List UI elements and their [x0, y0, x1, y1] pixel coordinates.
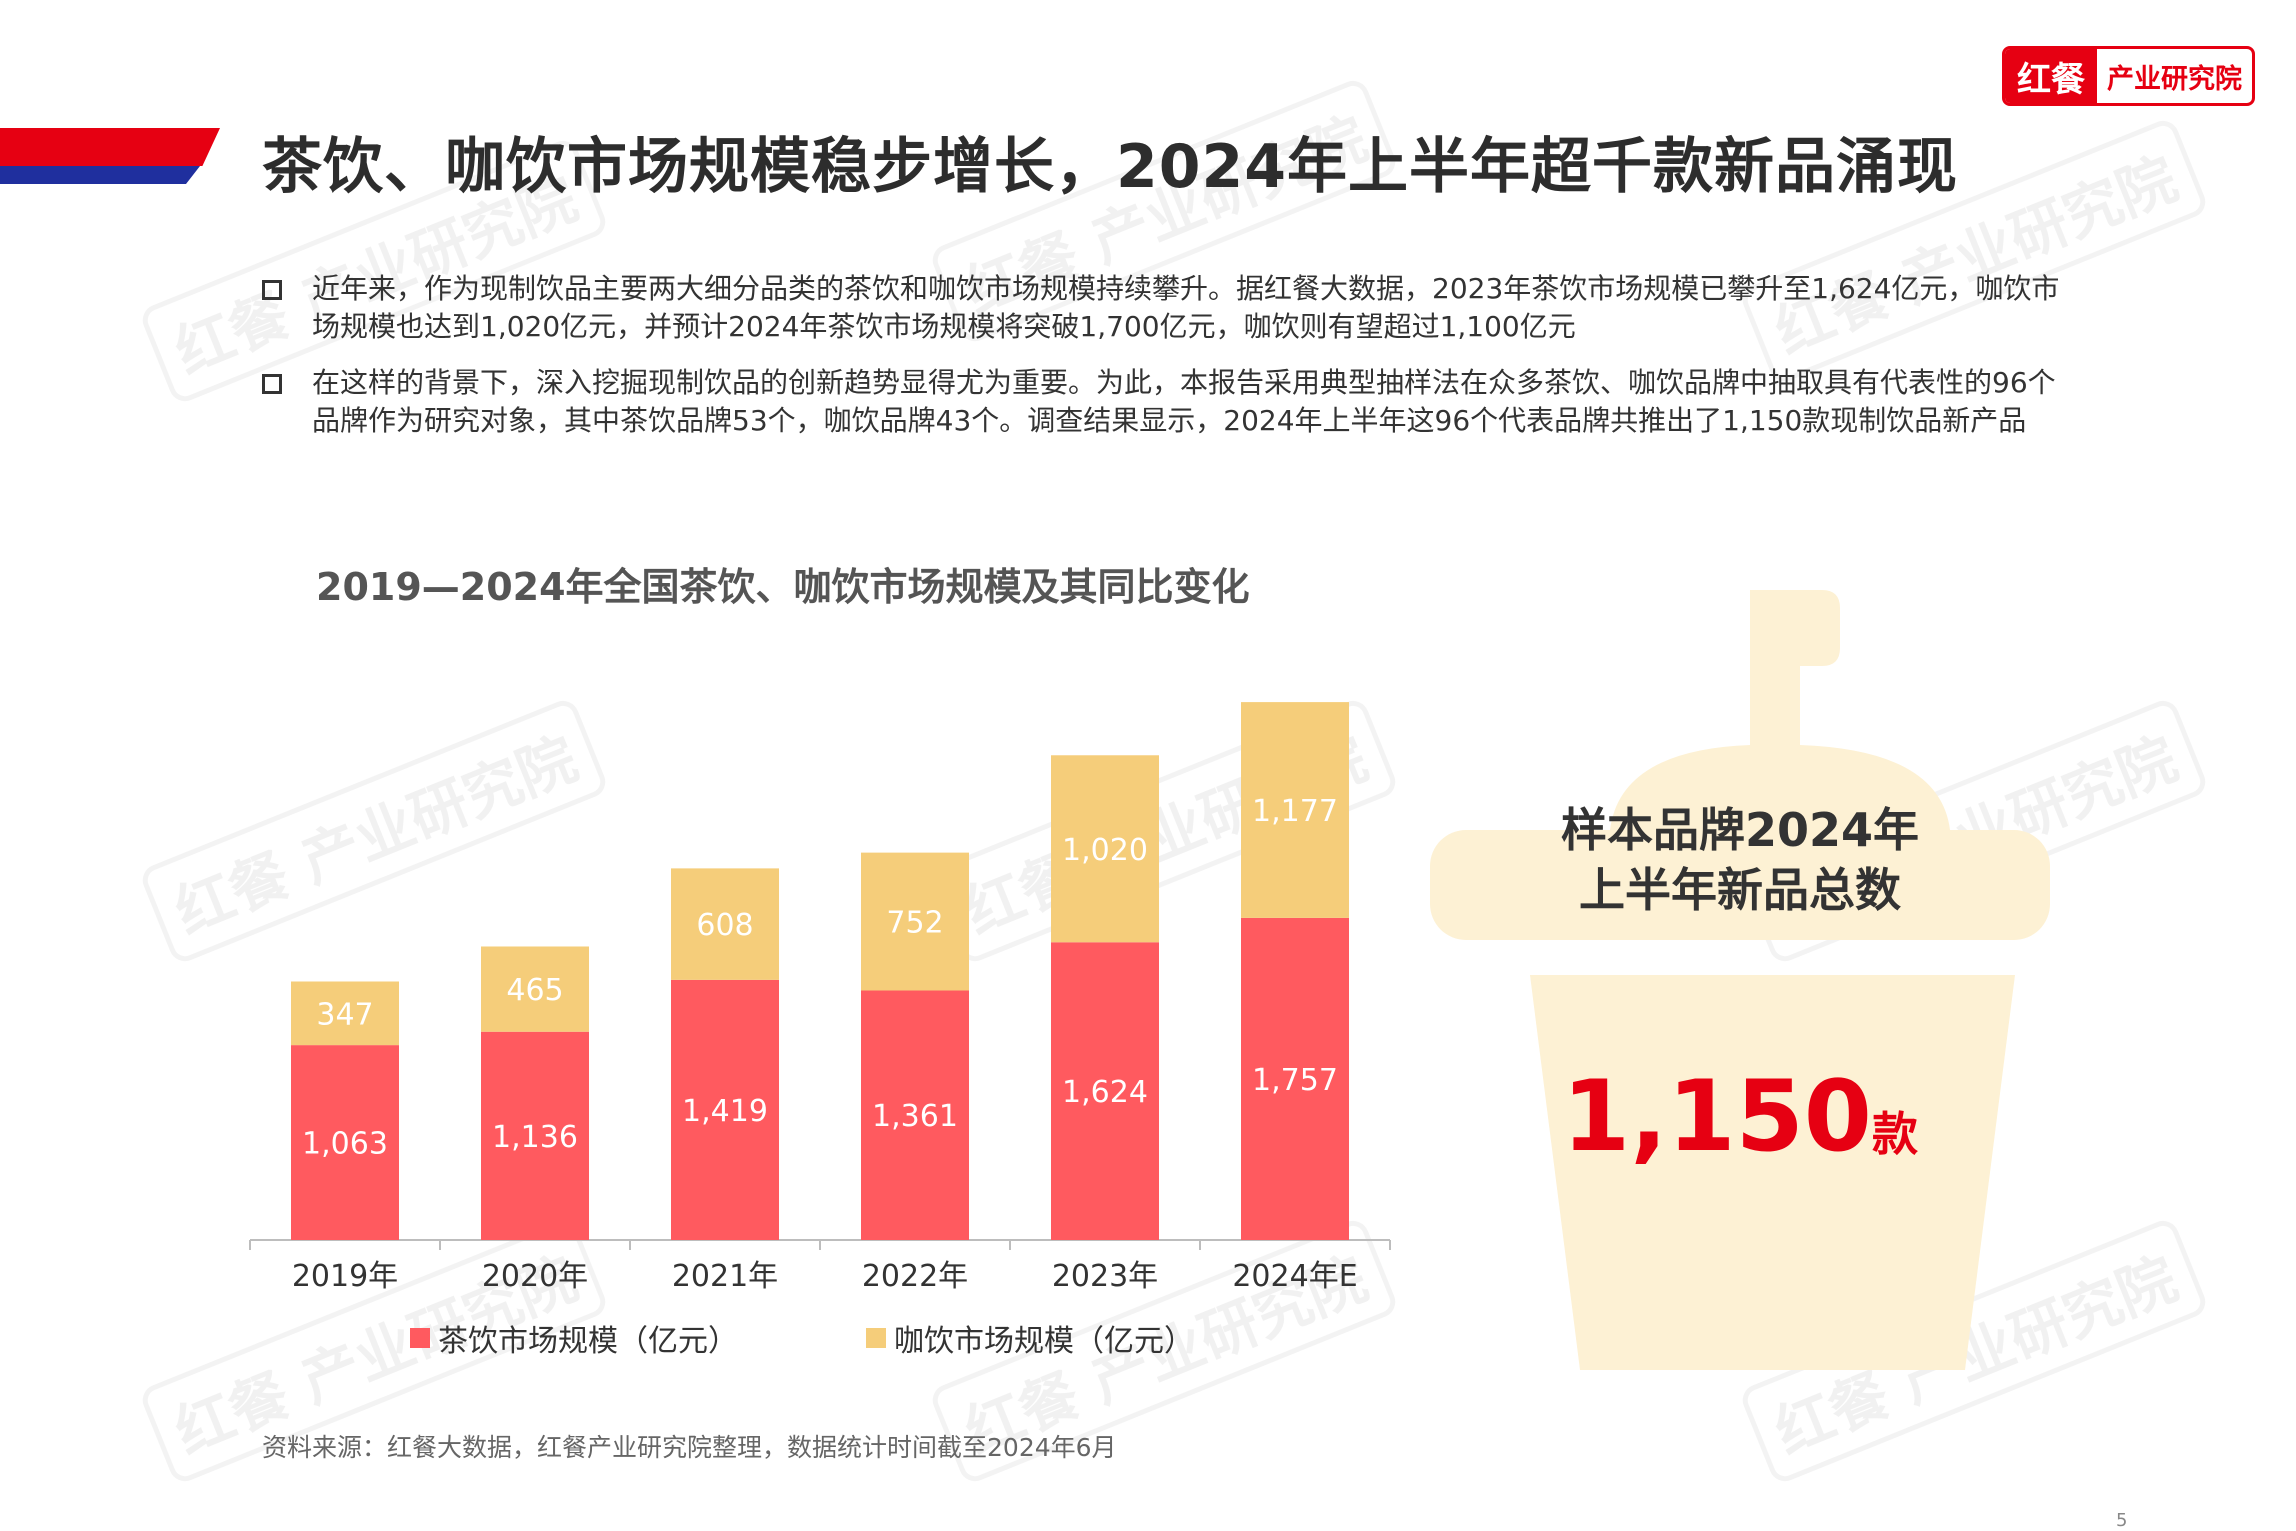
legend-swatch-coffee — [866, 1328, 886, 1348]
stacked-bar-chart: 1,063 347 2019年 1,136 465 2020年 1,419 608 2021年 1… — [249, 702, 1391, 1294]
bar-tea — [291, 1045, 399, 1240]
data-label-coffee: 347 — [316, 997, 373, 1032]
data-label-coffee: 1,020 — [1062, 833, 1148, 868]
header-stripe-blue — [0, 166, 200, 184]
data-label-coffee: 752 — [886, 906, 943, 941]
x-tick-label: 2022年 — [862, 1259, 968, 1294]
bar-tea — [861, 990, 969, 1240]
data-label-coffee: 1,177 — [1252, 794, 1338, 829]
x-tick-label: 2020年 — [482, 1259, 588, 1294]
highlight-label-line2: 上半年新品总数 — [1579, 863, 1901, 917]
bullet-paragraph-2: 在这样的背景下，深入挖掘现制饮品的创新趋势显得尤为重要。为此，本报告采用典型抽样… — [262, 364, 2072, 440]
x-tick-label: 2023年 — [1052, 1259, 1158, 1294]
bullet-paragraph-1: 近年来，作为现制饮品主要两大细分品类的茶饮和咖饮市场规模持续攀升。据红餐大数据，… — [262, 270, 2072, 346]
bar-tea — [1051, 942, 1159, 1240]
data-label-coffee: 608 — [696, 908, 753, 943]
highlight-label-line1: 样本品牌2024年 — [1560, 803, 1920, 857]
drink-cup-icon — [1430, 590, 2050, 1370]
bar-coffee — [1241, 702, 1349, 918]
highlight-unit: 款 — [1871, 1107, 1918, 1161]
page-number: 5 — [2116, 1510, 2128, 1531]
bar-coffee — [291, 981, 399, 1046]
legend-label-tea: 茶饮市场规模（亿元） — [438, 1324, 738, 1359]
legend-label-coffee: 咖饮市场规模（亿元） — [894, 1324, 1194, 1359]
bar-coffee — [861, 852, 969, 991]
highlight-label: 样本品牌2024年 上半年新品总数 — [1440, 800, 2040, 920]
source-note: 资料来源：红餐大数据，红餐产业研究院整理，数据统计时间截至2024年6月 — [262, 1433, 1117, 1462]
data-label-tea: 1,757 — [1252, 1063, 1338, 1098]
bullet-text: 近年来，作为现制饮品主要两大细分品类的茶饮和咖饮市场规模持续攀升。据红餐大数据，… — [312, 272, 2060, 343]
header-stripe-red — [0, 128, 220, 166]
data-label-tea: 1,361 — [872, 1099, 958, 1134]
logo-mark: 红餐 — [2005, 49, 2097, 103]
logo: 红餐 产业研究院 — [2002, 46, 2255, 106]
bar-tea — [481, 1031, 589, 1240]
x-tick-label: 2021年 — [672, 1259, 778, 1294]
legend-item-coffee: 咖饮市场规模（亿元） — [866, 1316, 1194, 1360]
bullet-square-icon — [262, 280, 282, 300]
data-label-coffee: 465 — [506, 973, 563, 1008]
highlight-value: 1,150款 — [1440, 1060, 2040, 1174]
chart-title: 2019—2024年全国茶饮、咖饮市场规模及其同比变化 — [316, 565, 1250, 609]
data-label-tea: 1,063 — [302, 1127, 388, 1162]
legend-item-tea: 茶饮市场规模（亿元） — [410, 1316, 738, 1360]
legend-swatch-tea — [410, 1328, 430, 1348]
bar-tea — [1241, 917, 1349, 1240]
bar-coffee — [1051, 755, 1159, 943]
data-label-tea: 1,419 — [682, 1094, 768, 1129]
x-tick-label: 2024年E — [1232, 1259, 1357, 1294]
data-label-tea: 1,624 — [1062, 1075, 1148, 1110]
bullet-square-icon — [262, 374, 282, 394]
logo-text: 产业研究院 — [2107, 63, 2242, 95]
highlight-number: 1,150 — [1562, 1060, 1872, 1174]
bar-tea — [671, 979, 779, 1240]
bar-coffee — [671, 868, 779, 980]
bullet-text: 在这样的背景下，深入挖掘现制饮品的创新趋势显得尤为重要。为此，本报告采用典型抽样… — [312, 366, 2056, 437]
bar-coffee — [481, 946, 589, 1032]
x-tick-label: 2019年 — [292, 1259, 398, 1294]
data-label-tea: 1,136 — [492, 1120, 578, 1155]
page-title: 茶饮、咖饮市场规模稳步增长，2024年上半年超千款新品涌现 — [262, 132, 1958, 202]
